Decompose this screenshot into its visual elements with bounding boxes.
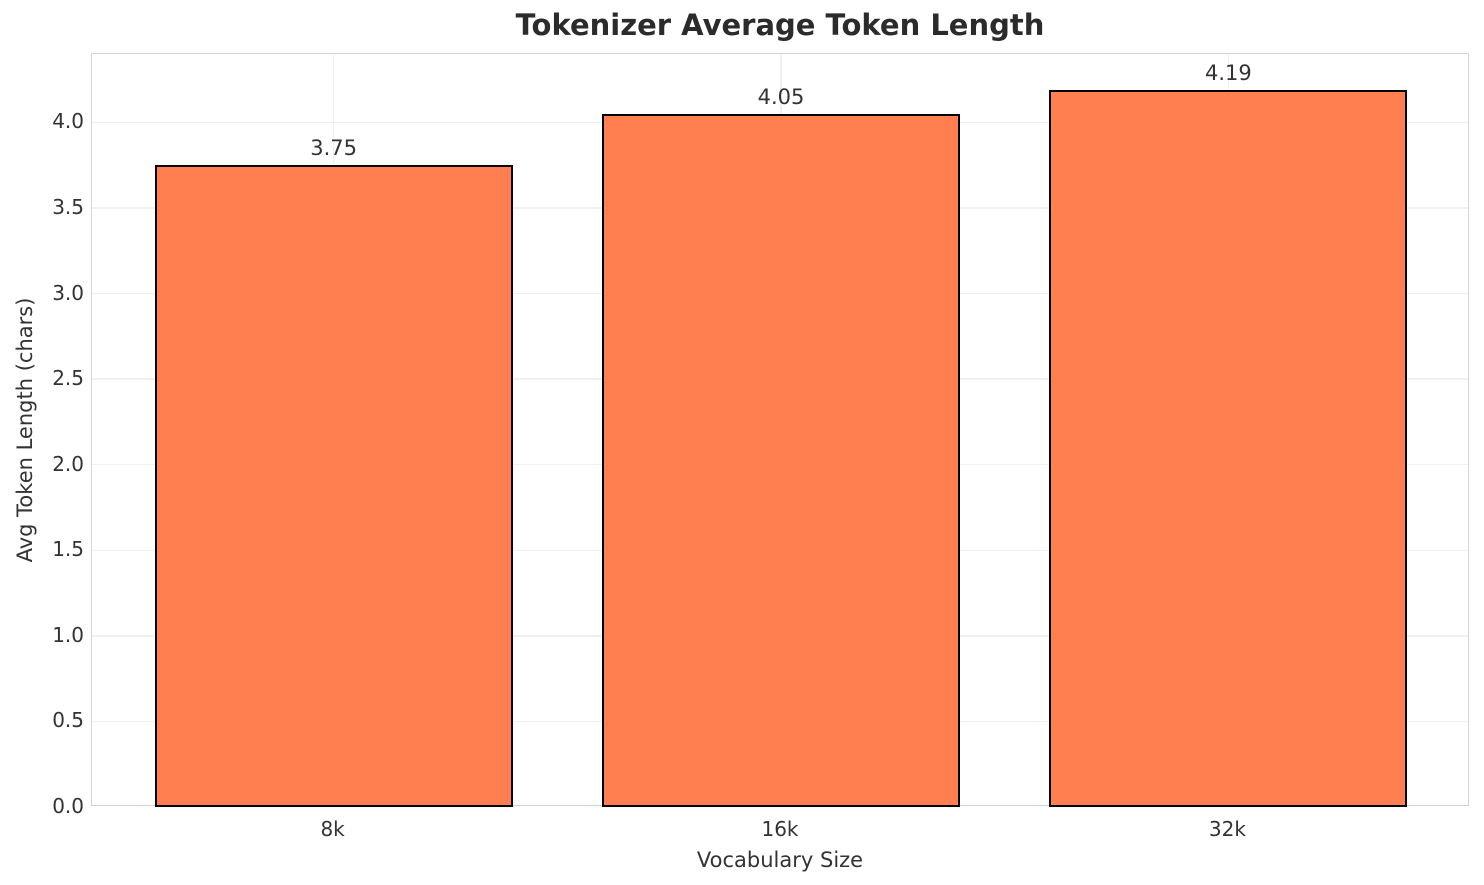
x-tick-label: 8k [320,817,345,841]
y-tick-label: 2.5 [52,366,84,391]
y-tick-label: 4.0 [52,109,84,134]
x-axis-label: Vocabulary Size [696,848,864,872]
y-tick-label: 1.5 [52,537,84,562]
y-tick-label: 1.0 [52,622,84,647]
x-tick-label: 16k [761,817,799,841]
y-tick-label: 3.5 [52,195,84,220]
bar-value-label: 4.19 [1205,60,1252,85]
y-tick-label: 0.0 [52,794,84,818]
y-tick-label: 2.0 [52,451,84,476]
plot-area: 3.75 4.05 4.19 [91,53,1469,807]
bar-value-label: 4.05 [757,84,805,109]
bar-32k [1049,89,1408,807]
x-tick-label: 32k [1208,817,1246,841]
y-tick-label: 3.0 [52,280,84,305]
chart-title: Tokenizer Average Token Length [515,8,1045,42]
y-tick-label: 0.5 [52,708,84,733]
bar-16k [602,113,960,807]
bar-8k [154,165,513,807]
bar-value-label: 3.75 [310,136,357,161]
